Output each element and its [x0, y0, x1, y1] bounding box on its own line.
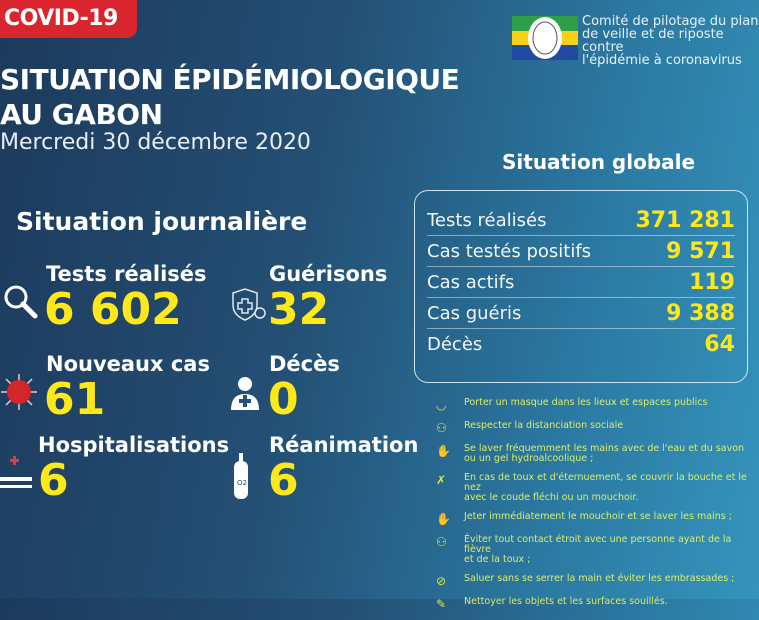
daily-title: Situation journalière: [16, 207, 308, 236]
global-stats-table: Tests réalisés 371 281 Cas testés positif…: [414, 190, 748, 383]
date: Mercredi 30 décembre 2020: [0, 130, 311, 155]
handwash-icon: ✋: [436, 512, 451, 526]
daily-value-tests: 6 602: [44, 284, 182, 335]
cleaning-icon: ✎: [436, 597, 447, 611]
oxygen-tank-icon: O2: [231, 453, 251, 505]
global-row: Cas guéris 9 388: [427, 298, 735, 329]
organization-name: Comité de pilotage du plan de veille et …: [582, 15, 759, 67]
global-label: Tests réalisés: [427, 209, 547, 231]
tip-text: Saluer sans se serrer la main et éviter …: [464, 573, 735, 584]
handwash-icon: ✋: [436, 444, 451, 458]
tip-text: Se laver fréquemment les mains avec de l…: [464, 443, 745, 454]
daily-value-hospitalizations: 6: [38, 455, 69, 506]
tip-text: Porter un masque dans les lieux et espac…: [464, 397, 708, 408]
org-line3: l'épidémie à coronavirus: [582, 53, 742, 68]
tip-text: ou un gel hydroalcoolique ;: [464, 453, 594, 464]
global-label: Décès: [427, 334, 483, 355]
page-title-line2: AU GABON: [0, 98, 163, 131]
daily-value-recoveries: 32: [268, 284, 330, 335]
global-title: Situation globale: [502, 150, 696, 174]
tip-text: En cas de toux et d'éternuement, se couv…: [464, 472, 747, 493]
global-value: 9 388: [666, 300, 735, 326]
tip-item: ⚇ Respecter la distanciation sociale: [436, 420, 756, 436]
global-row: Tests réalisés 371 281: [427, 205, 735, 236]
global-value: 64: [704, 332, 735, 357]
global-value: 119: [689, 269, 735, 295]
global-label: Cas guéris: [427, 302, 522, 324]
tip-item: ◡ Porter un masque dans les lieux et espa…: [436, 397, 756, 413]
tip-item: ✎ Nettoyer les objets et les surfaces sou…: [436, 597, 756, 612]
global-label: Cas testés positifs: [427, 240, 592, 262]
daily-value-deaths: 0: [268, 374, 299, 425]
person-cross-icon: [229, 376, 261, 416]
tip-text: avec le coude fléchi ou un mouchoir.: [464, 492, 639, 503]
global-row: Cas testés positifs 9 571: [427, 236, 735, 267]
daily-label-hospitalizations: Hospitalisations: [38, 433, 230, 457]
tip-item: ✗ En cas de toux et d'éternuement, se cou…: [436, 473, 756, 503]
page-title-line1: SITUATION ÉPIDÉMIOLOGIQUE: [0, 63, 460, 96]
distance-icon: ⚇: [436, 421, 447, 435]
daily-label-icu: Réanimation: [269, 433, 419, 457]
tip-item: ⊘ Saluer sans se serrer la main et éviter…: [436, 573, 756, 589]
covid-badge: COVID-19: [0, 0, 137, 38]
global-value: 9 571: [666, 238, 735, 264]
tip-text: Respecter la distanciation sociale: [464, 420, 624, 431]
daily-label-deaths: Décès: [269, 352, 340, 376]
org-line2: de veille et de riposte contre: [582, 27, 724, 55]
hospital-bed-icon: [0, 455, 36, 495]
gabon-flag-logo: [512, 16, 578, 60]
daily-label-recoveries: Guérisons: [269, 262, 388, 286]
tip-text: et de la toux ;: [464, 554, 531, 565]
daily-value-icu: 6: [268, 455, 299, 506]
global-value: 371 281: [635, 207, 735, 233]
no-handshake-icon: ⊘: [436, 574, 447, 588]
sneeze-icon: ✗: [436, 473, 447, 487]
svg-text:O2: O2: [237, 479, 247, 487]
tip-text: Jeter immédiatement le mouchoir et se la…: [464, 511, 732, 522]
tip-item: ✋ Se laver fréquemment les mains avec de …: [436, 444, 756, 464]
daily-label-new-cases: Nouveaux cas: [46, 352, 210, 376]
tip-item: ⚇ Éviter tout contact étroit avec une per…: [436, 535, 756, 565]
daily-label-tests: Tests réalisés: [46, 262, 207, 286]
prevention-tips: ◡ Porter un masque dans les lieux et espa…: [436, 398, 756, 620]
global-label: Cas actifs: [427, 271, 515, 293]
magnifier-icon: [2, 283, 40, 325]
virus-icon: [0, 373, 38, 415]
global-row: Cas actifs 119: [427, 267, 735, 298]
tip-text: Éviter tout contact étroit avec une pers…: [464, 534, 732, 555]
shield-cross-icon: [229, 287, 269, 327]
distance-icon: ⚇: [436, 535, 447, 549]
tip-item: ✋ Jeter immédiatement le mouchoir et se l…: [436, 511, 756, 527]
daily-value-new-cases: 61: [44, 374, 106, 425]
global-row: Décès 64: [427, 329, 735, 360]
mask-icon: ◡: [436, 398, 447, 412]
org-line1: Comité de pilotage du plan: [582, 14, 759, 29]
